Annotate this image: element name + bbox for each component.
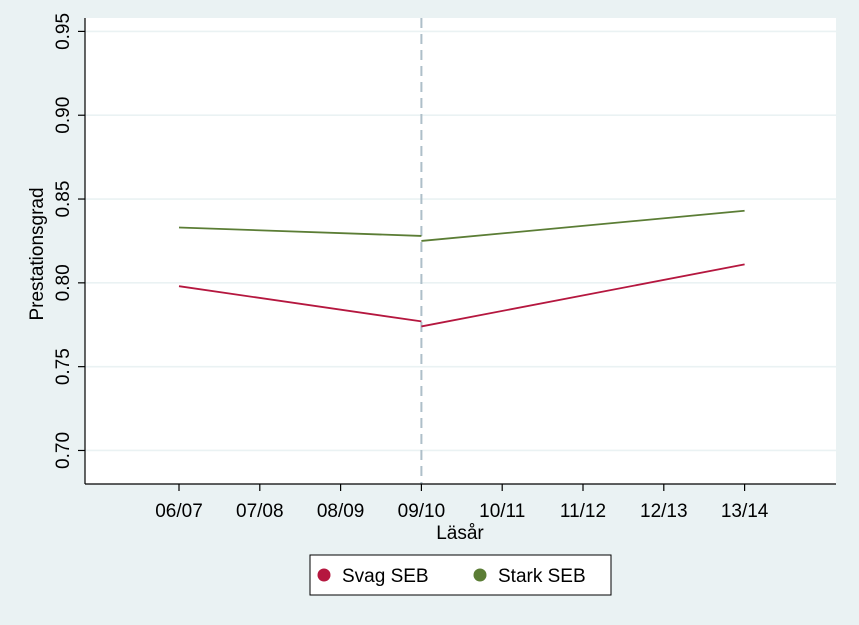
- y-tick-label: 0.70: [53, 432, 74, 469]
- legend-marker: [317, 568, 331, 582]
- y-tick-label: 0.85: [53, 181, 74, 218]
- legend-label: Svag SEB: [342, 566, 429, 587]
- y-tick-label: 0.95: [53, 13, 74, 50]
- axes: 0.70 0.75 0.80 0.85 0.90 0.95 06/07 07/08 08/09 0…: [53, 13, 836, 522]
- x-tick-label: 12/13: [640, 501, 688, 522]
- gridlines: [85, 30, 836, 452]
- x-tick-label: 09/10: [398, 501, 446, 522]
- x-tick-label: 11/12: [560, 501, 606, 522]
- legend: Svag SEB Stark SEB: [309, 554, 612, 596]
- series-line-stark-seb: [178, 226, 422, 237]
- series-line-svag-seb: [421, 263, 745, 328]
- series-line-svag-seb: [178, 285, 422, 323]
- y-tick-label: 0.80: [53, 264, 74, 301]
- x-axis-title: Läsår: [436, 523, 484, 544]
- x-tick-label: 08/09: [317, 501, 365, 522]
- y-tick-label: 0.75: [53, 348, 74, 385]
- series-line-stark-seb: [421, 209, 745, 242]
- x-tick-label: 13/14: [721, 501, 769, 522]
- x-tick-label: 10/11: [479, 501, 525, 522]
- legend-label: Stark SEB: [498, 566, 586, 587]
- y-tick-label: 0.90: [53, 97, 74, 134]
- legend-box: [309, 554, 612, 596]
- plot-area: [85, 18, 836, 484]
- series-layer: [178, 209, 745, 328]
- y-axis-title: Prestationsgrad: [27, 187, 48, 320]
- x-tick-label: 07/08: [236, 501, 284, 522]
- x-tick-label: 06/07: [155, 501, 203, 522]
- legend-marker: [473, 568, 487, 582]
